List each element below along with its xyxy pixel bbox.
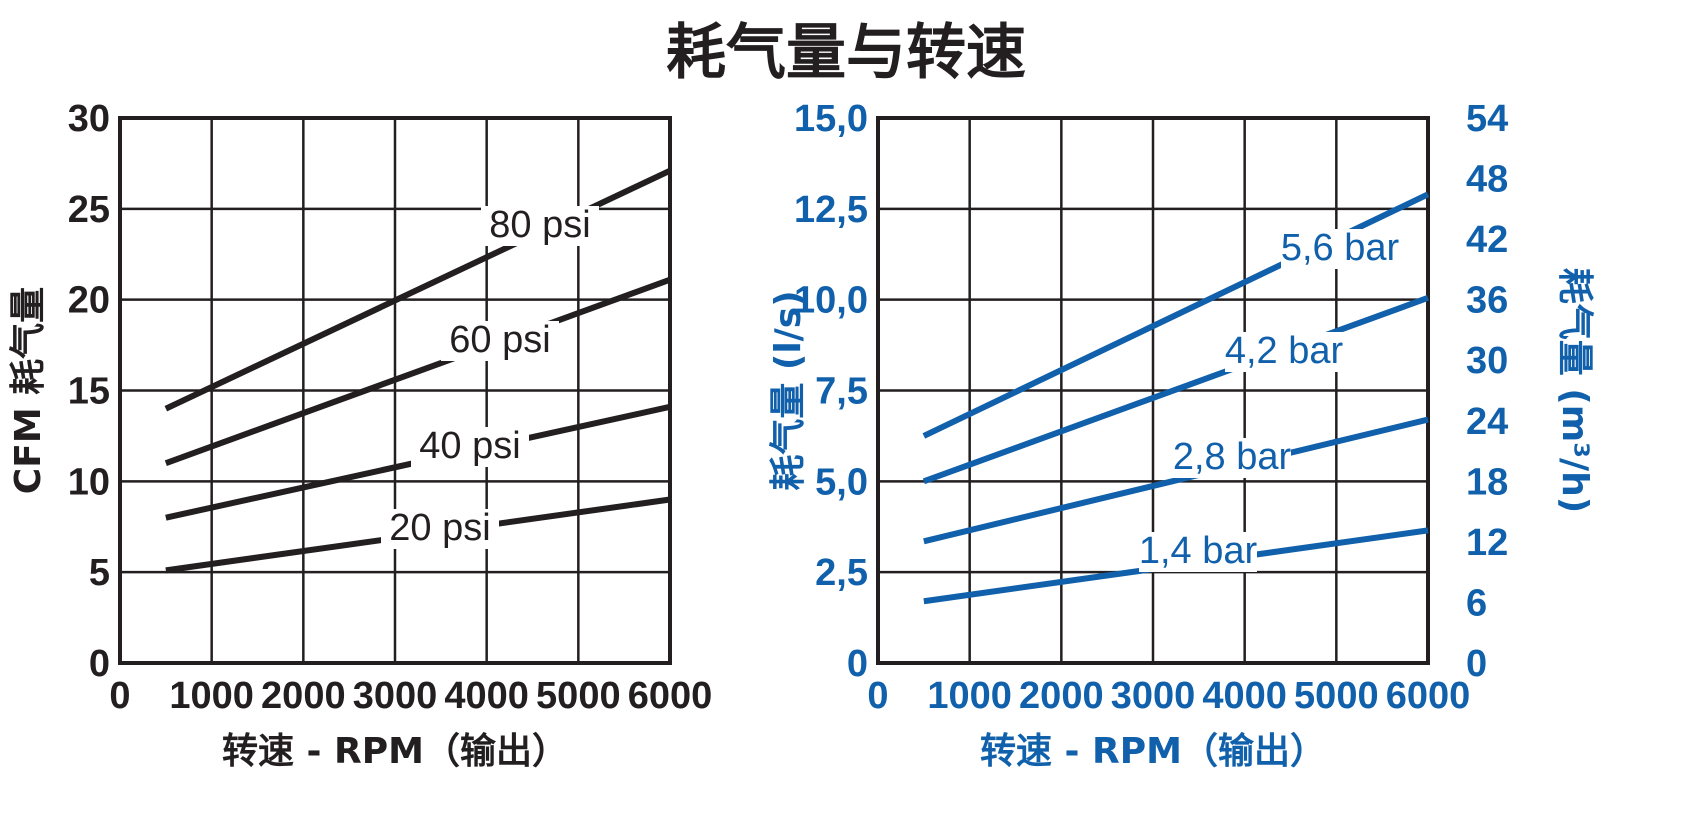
x-tick-label: 4000	[1202, 675, 1287, 717]
x-tick-label: 0	[109, 675, 130, 717]
chart-1: 0 1000 2000 3000 4000 5000 6000 0 5 10 15 20 25 30 转速 …	[8, 98, 712, 772]
y-right-tick-label: 30	[1466, 340, 1508, 382]
y-tick-label: 5,0	[815, 461, 868, 503]
series-label-background	[481, 206, 599, 246]
x-tick-label: 6000	[628, 675, 713, 717]
series-label: 4,2 bar	[1225, 330, 1344, 372]
y-right-tick-label: 0	[1466, 643, 1487, 685]
y-right-tick-label: 48	[1466, 159, 1508, 201]
y-right-tick-label: 18	[1466, 461, 1508, 503]
x-tick-label: 3000	[1111, 675, 1196, 717]
series-label: 80 psi	[489, 204, 590, 246]
y-tick-label: 0	[847, 643, 868, 685]
y-tick-label: 2,5	[815, 552, 868, 594]
series-line-4-2-bar	[922, 295, 1430, 485]
y-right-tick-label: 6	[1466, 582, 1487, 624]
series-label: 5,6 bar	[1281, 227, 1400, 269]
series-label-background	[411, 427, 529, 467]
y-right-tick-label: 54	[1466, 98, 1508, 140]
y-tick-label: 7,5	[815, 371, 868, 413]
series-label-background	[1281, 229, 1399, 269]
x-tick-label: 2000	[261, 675, 346, 717]
series-label-background	[1173, 438, 1291, 478]
series-label-background	[1139, 532, 1257, 572]
y-right-tick-label: 24	[1466, 401, 1508, 443]
y-tick-label: 20	[68, 280, 110, 322]
x-tick-label: 2000	[1019, 675, 1104, 717]
x-tick-label: 4000	[444, 675, 529, 717]
x-tick-label: 5000	[1294, 675, 1379, 717]
y-tick-label: 30	[68, 98, 110, 140]
x-tick-label: 1000	[927, 675, 1012, 717]
x-tick-label: 1000	[169, 675, 254, 717]
x-tick-label: 5000	[536, 675, 621, 717]
y-tick-label: 12,5	[794, 189, 868, 231]
x-tick-label: 0	[867, 675, 888, 717]
y-tick-label: 5	[89, 552, 110, 594]
series-label-background	[441, 321, 559, 361]
y-right-tick-label: 36	[1466, 280, 1508, 322]
y-axis-label: CFM 耗气量	[8, 287, 49, 494]
series-label: 60 psi	[449, 319, 550, 361]
y-tick-label: 0	[89, 643, 110, 685]
y-right-axis-label: 耗气量 (m³/h)	[1554, 268, 1595, 514]
y-tick-label: 10	[68, 461, 110, 503]
series-label: 1,4 bar	[1139, 530, 1258, 572]
x-axis-label: 转速 - RPM（输出）	[980, 731, 1326, 772]
y-tick-label: 15	[68, 371, 110, 413]
y-right-tick-label: 12	[1466, 522, 1508, 564]
y-tick-label: 15,0	[794, 98, 868, 140]
y-tick-label: 25	[68, 189, 110, 231]
series-label-background	[381, 509, 499, 549]
x-tick-label: 6000	[1386, 675, 1471, 717]
y-axis-label: 耗气量 (l/s)	[768, 290, 809, 490]
plot-frame	[876, 116, 1430, 665]
y-tick-label: 10,0	[794, 280, 868, 322]
series-line-2-8-bar	[923, 416, 1429, 545]
series-label: 40 psi	[419, 425, 520, 467]
plot-frame	[118, 116, 672, 665]
figure-title: 耗气量与转速	[666, 18, 1026, 88]
series-label: 2,8 bar	[1173, 436, 1292, 478]
chart-2: 0 1000 2000 3000 4000 5000 600002,55,07,510,01…	[768, 98, 1595, 772]
y-right-tick-label: 42	[1466, 219, 1508, 261]
x-axis-label: 转速 - RPM（输出）	[222, 731, 568, 772]
series-label-background	[1225, 332, 1343, 372]
x-tick-label: 3000	[353, 675, 438, 717]
series-line-60-psi	[164, 276, 672, 466]
series-label: 20 psi	[389, 507, 490, 549]
